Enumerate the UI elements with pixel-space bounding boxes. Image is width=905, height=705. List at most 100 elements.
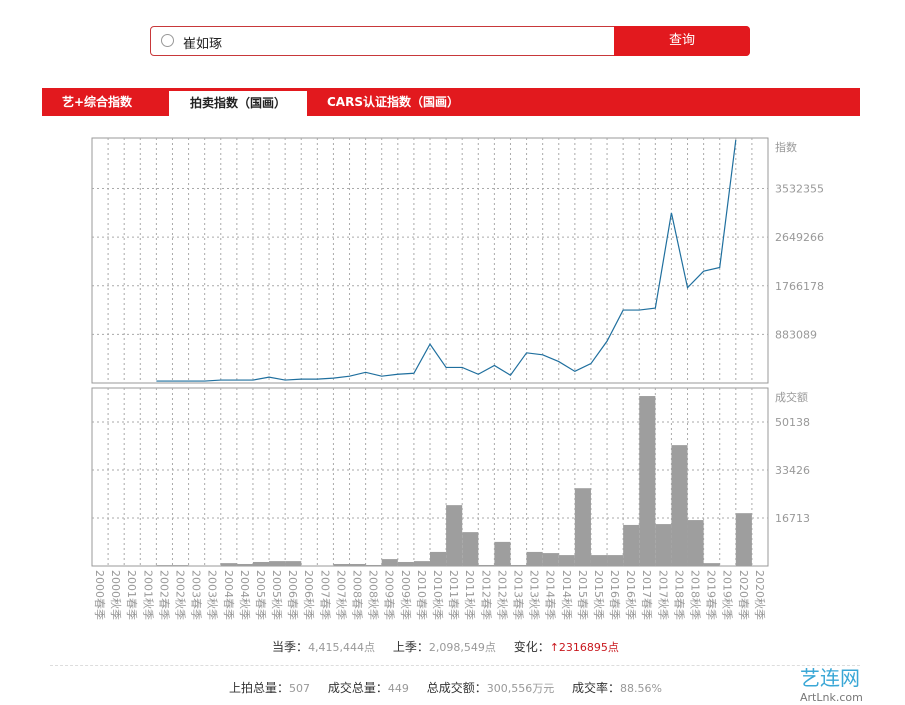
x-tick-label: 2018秋季 <box>689 570 703 620</box>
bar <box>269 561 286 566</box>
tab[interactable]: CARS认证指数（国画） <box>327 95 459 109</box>
bar <box>526 551 543 566</box>
stat-value: 507 <box>289 682 311 695</box>
bar <box>462 532 479 566</box>
bar <box>446 505 463 566</box>
stats-row: 当季：4,415,444点 上季：2,098,549点 变化：↑2316895点 <box>0 638 905 655</box>
bar <box>478 564 495 566</box>
stat-label: 成交率： <box>572 681 621 695</box>
x-tick-label: 2003春季 <box>190 570 203 620</box>
x-tick-label: 2014春季 <box>544 570 557 620</box>
x-tick-label: 2020春季 <box>737 570 750 620</box>
stats-row: 上拍总量：507 成交总量：449 总成交额：300,556万元 成交率：88.… <box>0 679 905 696</box>
x-tick-label: 2007秋季 <box>334 570 348 620</box>
tab[interactable]: 艺+综合指数 <box>62 95 133 109</box>
watermark-url: ArtLnk.com <box>800 691 863 704</box>
stat-value: 4,415,444点 <box>308 641 376 654</box>
x-tick-label: 2013秋季 <box>528 570 542 620</box>
bar <box>655 524 672 566</box>
x-tick-label: 2003秋季 <box>206 570 220 620</box>
bar <box>333 563 350 566</box>
bar <box>381 559 398 566</box>
x-tick-label: 2020秋季 <box>753 570 767 620</box>
search-query[interactable]: 崔如琢 <box>183 37 223 52</box>
x-tick-label: 2001春季 <box>125 570 138 620</box>
y-tick-label: 1766178 <box>775 280 824 293</box>
stat-label: 上拍总量： <box>229 681 290 695</box>
x-tick-label: 2016秋季 <box>624 570 638 620</box>
x-tick-label: 2010春季 <box>415 570 428 620</box>
y-tick-label: 2649266 <box>775 231 824 244</box>
x-tick-label: 2011春季 <box>447 570 460 620</box>
bar <box>574 488 591 566</box>
y-tick-label: 883089 <box>775 328 817 341</box>
x-tick-label: 2009春季 <box>383 570 396 620</box>
bar <box>703 563 720 566</box>
x-tick-label: 2009秋季 <box>399 570 413 620</box>
x-tick-label: 2015秋季 <box>592 570 606 620</box>
x-tick-label: 2017秋季 <box>656 570 670 620</box>
bar <box>639 396 656 566</box>
x-tick-label: 2008春季 <box>351 570 364 620</box>
x-tick-label: 2019春季 <box>705 570 718 620</box>
bar <box>252 561 270 566</box>
search-button[interactable]: 查询 <box>614 26 750 56</box>
bar <box>558 555 575 566</box>
bar <box>365 564 382 566</box>
bar <box>542 553 559 566</box>
y-tick-label: 3532355 <box>775 183 824 196</box>
tab-bar: 艺+综合指数 拍卖指数（国画） CARS认证指数（国画） <box>42 88 860 116</box>
separator <box>50 665 860 666</box>
stat-label: 当季： <box>272 640 309 654</box>
x-tick-label: 2005秋季 <box>270 570 284 620</box>
stat-value: ↑2316895点 <box>549 641 619 654</box>
x-tick-label: 2015春季 <box>576 570 589 620</box>
x-tick-label: 2005春季 <box>254 570 267 620</box>
bar <box>430 551 447 566</box>
y-tick-label: 16713 <box>775 512 810 525</box>
x-tick-label: 2000秋季 <box>109 570 123 620</box>
x-tick-label: 2016春季 <box>608 570 621 620</box>
x-tick-label: 2002春季 <box>157 570 170 620</box>
bar <box>671 445 688 566</box>
y-axis-label: 成交额 <box>775 390 808 404</box>
x-tick-label: 2013春季 <box>511 570 524 620</box>
y-tick-label: 50138 <box>775 416 810 429</box>
bar <box>623 524 640 566</box>
x-tick-label: 2001秋季 <box>141 570 155 620</box>
x-tick-label: 2012春季 <box>479 570 492 620</box>
search-icon <box>161 34 174 47</box>
bar <box>397 561 414 566</box>
x-tick-label: 2007春季 <box>318 570 331 620</box>
tab-active[interactable]: 拍卖指数（国画） <box>169 91 307 116</box>
bar <box>510 564 527 566</box>
x-tick-label: 2011秋季 <box>463 570 477 620</box>
x-tick-label: 2002秋季 <box>173 570 187 620</box>
x-tick-label: 2004春季 <box>222 570 235 620</box>
stat-value: 300,556万元 <box>486 682 555 695</box>
x-tick-label: 2006春季 <box>286 570 299 620</box>
x-tick-label: 2006秋季 <box>302 570 316 620</box>
stat-label: 上季： <box>392 640 429 654</box>
bar <box>349 563 366 566</box>
bar <box>413 561 430 566</box>
bar <box>590 555 608 566</box>
x-tick-label: 2019秋季 <box>721 570 735 620</box>
x-tick-label: 2014秋季 <box>560 570 574 620</box>
stat-label: 变化： <box>513 640 550 654</box>
x-tick-label: 2010秋季 <box>431 570 445 620</box>
index-line <box>156 139 737 382</box>
x-tick-label: 2008秋季 <box>367 570 381 620</box>
y-tick-label: 33426 <box>775 464 810 477</box>
y-axis-label: 指数 <box>775 140 797 154</box>
search-box[interactable]: 崔如琢 查询 <box>150 26 750 56</box>
bar <box>172 565 189 566</box>
bar <box>735 513 752 566</box>
stat-value: 449 <box>387 682 409 695</box>
watermark: 艺连网 ArtLnk.com <box>800 662 863 704</box>
bar <box>285 561 302 566</box>
stat-value: 2,098,549点 <box>428 641 496 654</box>
bar <box>687 520 704 566</box>
